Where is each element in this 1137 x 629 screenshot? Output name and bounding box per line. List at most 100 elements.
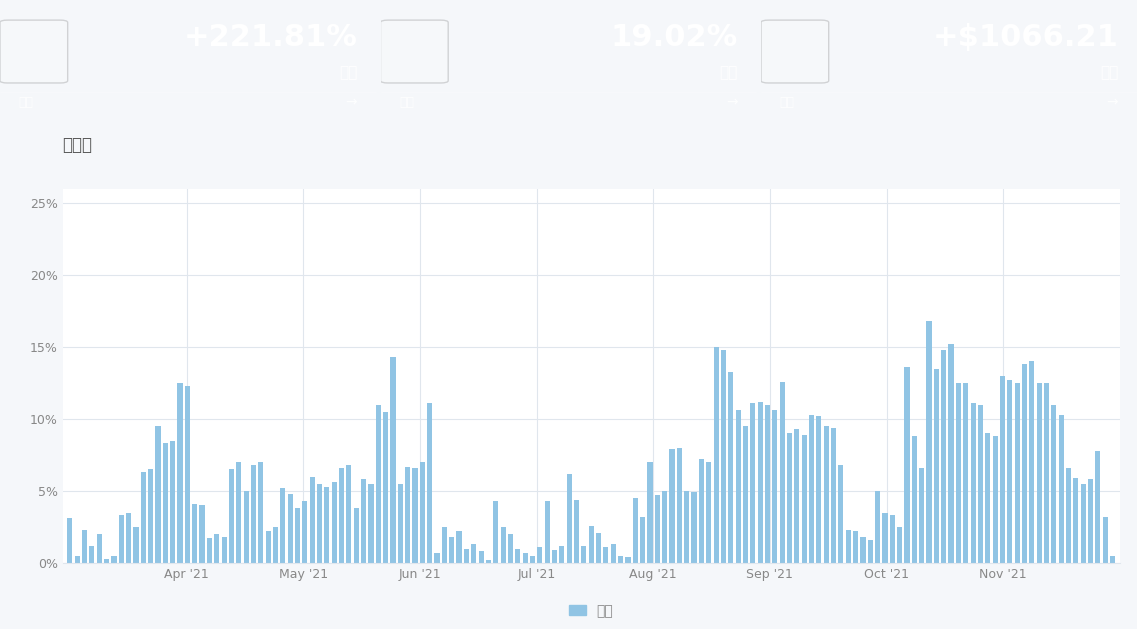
Bar <box>750 403 755 563</box>
Bar <box>236 462 241 563</box>
Bar <box>882 513 888 563</box>
Bar <box>816 416 821 563</box>
Bar <box>846 530 850 563</box>
Bar <box>515 548 521 563</box>
Bar <box>904 367 910 563</box>
Bar <box>508 534 513 563</box>
Text: 查看: 查看 <box>780 96 795 109</box>
Text: →: → <box>346 96 357 109</box>
Bar <box>243 491 249 563</box>
Bar <box>919 468 924 563</box>
Bar <box>823 426 829 563</box>
Bar <box>317 484 322 563</box>
Bar <box>294 508 300 563</box>
Bar <box>133 527 139 563</box>
Bar <box>956 383 961 563</box>
Text: 增益: 增益 <box>339 65 357 80</box>
Bar <box>1067 468 1071 563</box>
Text: 查看: 查看 <box>19 96 34 109</box>
Bar <box>185 386 190 563</box>
Bar <box>1044 383 1049 563</box>
Bar <box>148 469 153 563</box>
Bar <box>566 474 572 563</box>
Text: 回撤图: 回撤图 <box>63 136 92 154</box>
Bar <box>530 556 536 563</box>
Bar <box>691 493 697 563</box>
Bar <box>1007 380 1012 563</box>
Bar <box>677 448 682 563</box>
Bar <box>471 544 476 563</box>
Bar <box>1052 404 1056 563</box>
Bar <box>82 530 88 563</box>
Bar <box>757 402 763 563</box>
Bar <box>347 465 351 563</box>
Text: →: → <box>1106 96 1118 109</box>
Text: +$1066.21: +$1066.21 <box>932 23 1118 52</box>
Bar <box>500 527 506 563</box>
Bar <box>728 372 733 563</box>
Bar <box>861 537 865 563</box>
Bar <box>1037 383 1041 563</box>
Bar <box>538 547 542 563</box>
Bar <box>1073 478 1079 563</box>
Bar <box>288 494 292 563</box>
Bar <box>163 443 168 563</box>
Bar <box>214 534 219 563</box>
Bar <box>75 556 80 563</box>
Bar <box>632 498 638 563</box>
Bar <box>662 491 667 563</box>
Bar <box>456 532 462 563</box>
Bar <box>258 462 264 563</box>
Bar <box>1029 362 1035 563</box>
Text: 19.02%: 19.02% <box>611 23 738 52</box>
Bar <box>229 469 234 563</box>
Bar <box>780 382 785 563</box>
Bar <box>90 546 94 563</box>
Bar <box>362 479 366 563</box>
Bar <box>266 532 271 563</box>
Bar <box>611 544 616 563</box>
Bar <box>1059 415 1064 563</box>
Bar <box>684 491 689 563</box>
Bar <box>699 459 704 563</box>
Bar <box>420 462 425 563</box>
Bar <box>192 504 198 563</box>
Bar <box>251 465 256 563</box>
Bar <box>625 557 631 563</box>
Bar <box>368 484 374 563</box>
Bar <box>1088 479 1093 563</box>
Bar <box>808 415 814 563</box>
Bar <box>640 517 645 563</box>
Bar <box>442 527 447 563</box>
Text: +221.81%: +221.81% <box>183 23 357 52</box>
Bar <box>868 540 873 563</box>
Bar <box>493 501 498 563</box>
Text: 利润: 利润 <box>1099 65 1118 80</box>
Bar <box>390 357 396 563</box>
Bar <box>765 404 770 563</box>
FancyBboxPatch shape <box>381 20 448 83</box>
Bar <box>280 488 285 563</box>
Bar <box>604 547 608 563</box>
Bar <box>802 435 807 563</box>
Bar <box>479 552 483 563</box>
Bar <box>97 534 102 563</box>
Bar <box>1022 364 1027 563</box>
Bar <box>324 487 330 563</box>
Bar <box>933 369 939 563</box>
Bar <box>853 532 858 563</box>
Bar <box>141 472 146 563</box>
Bar <box>332 482 337 563</box>
Bar <box>721 350 727 563</box>
Bar <box>897 527 903 563</box>
Bar <box>963 383 969 563</box>
Bar <box>1110 556 1115 563</box>
Bar <box>736 410 740 563</box>
Bar <box>449 537 455 563</box>
Bar <box>302 501 307 563</box>
Bar <box>948 344 954 563</box>
Bar <box>670 449 674 563</box>
Bar <box>413 468 417 563</box>
Bar <box>714 347 719 563</box>
Bar <box>706 462 712 563</box>
